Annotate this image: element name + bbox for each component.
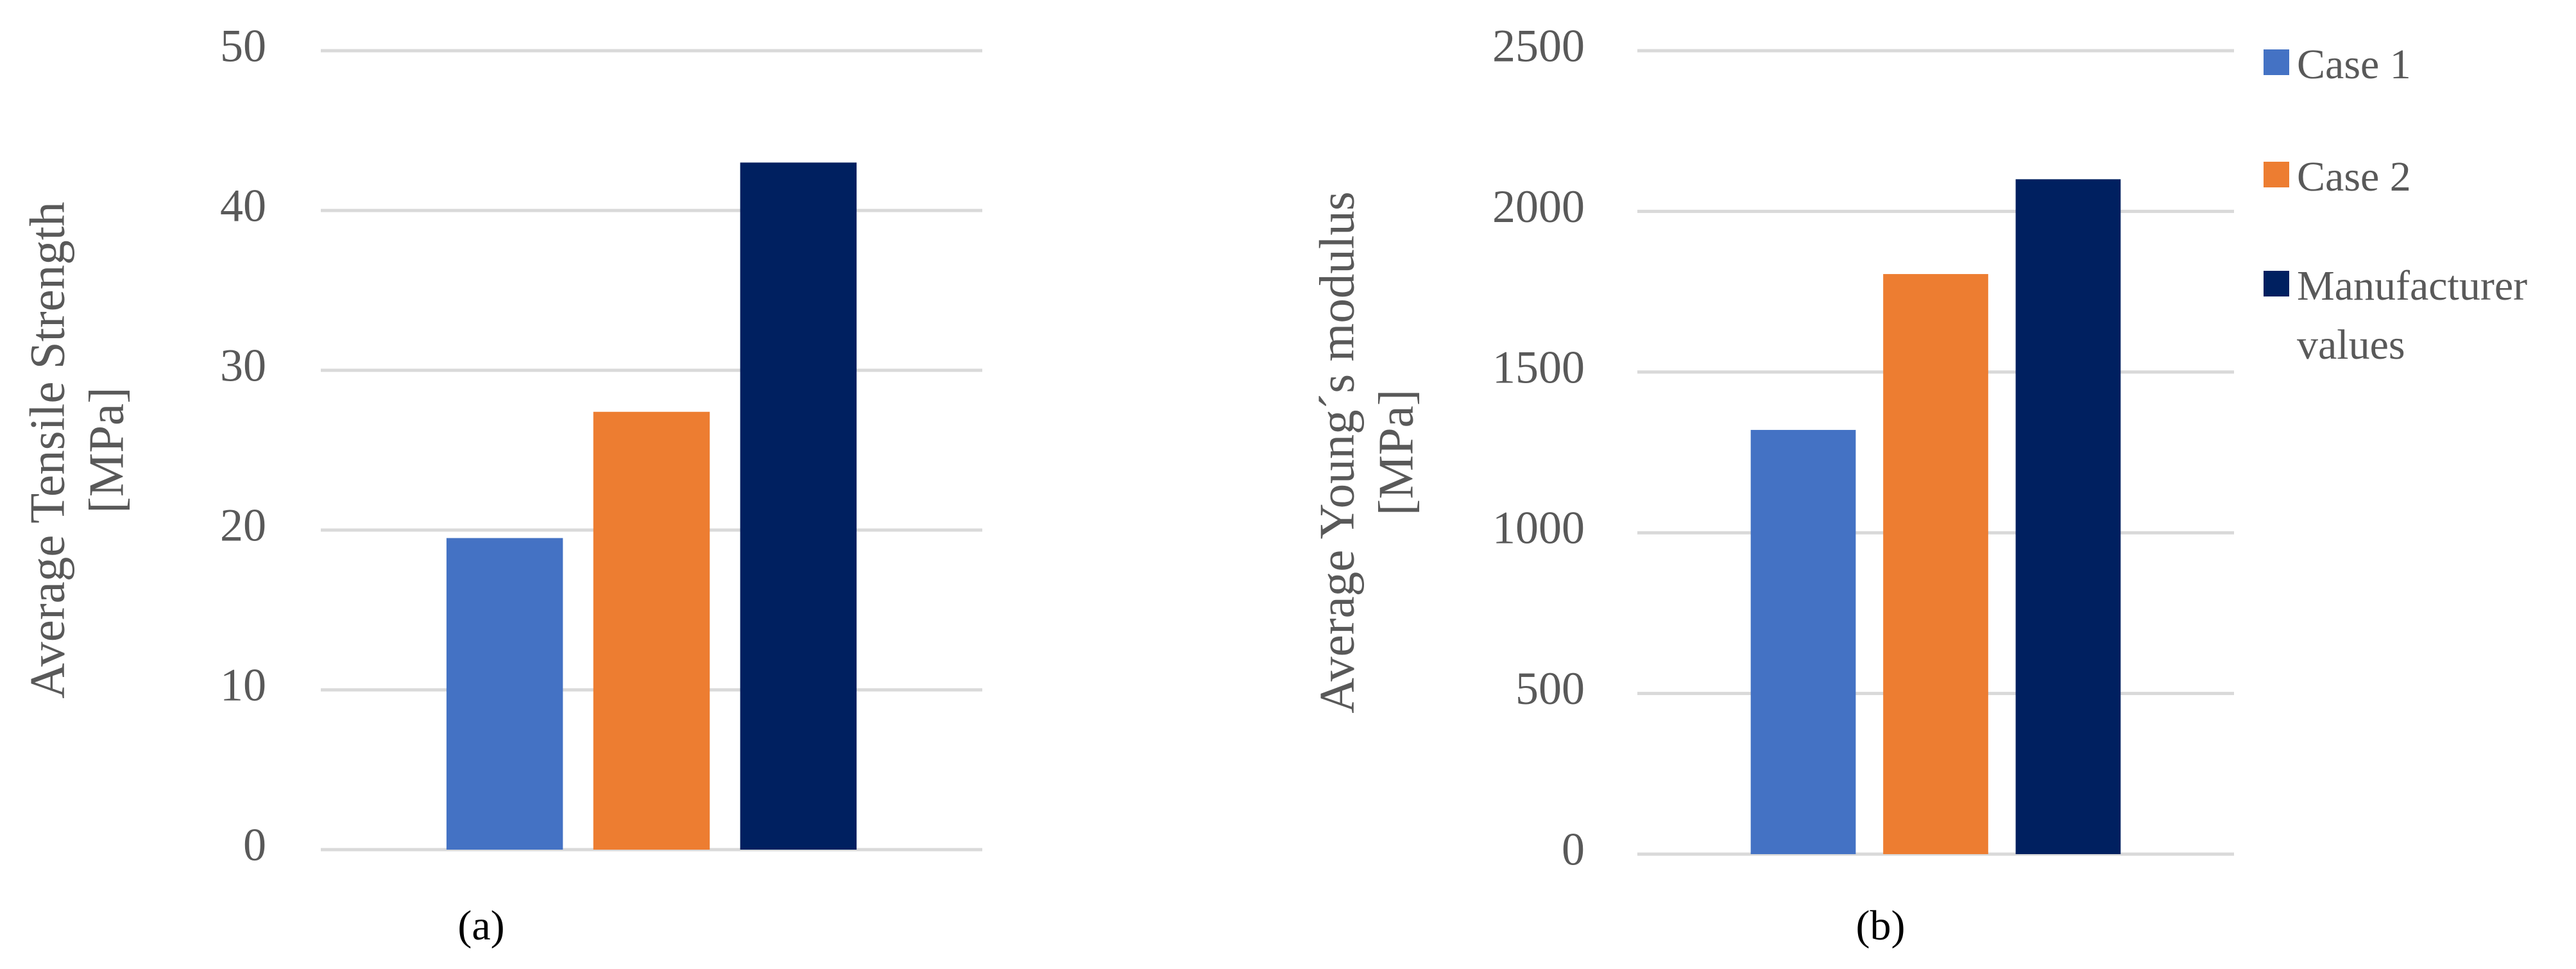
y-tick-label: 2000 (1492, 181, 1585, 232)
y-axis-title: Average Tensile Strength (20, 202, 75, 698)
y-tick-label: 30 (220, 340, 266, 391)
legend-label: Case 2 (2297, 153, 2411, 200)
y-tick-label: 50 (220, 21, 266, 72)
legend-label: Manufacturer values (2297, 262, 2528, 368)
bar (740, 162, 857, 850)
y-tick-label: 0 (243, 819, 266, 871)
bar (446, 538, 563, 850)
legend-label: Case 1 (2297, 41, 2411, 88)
y-tick-label: 2500 (1492, 21, 1585, 72)
caption: (a) (457, 902, 504, 949)
y-tick-label: 500 (1515, 663, 1585, 714)
legend-swatch (2264, 49, 2289, 75)
y-axis-title: Average Young´s modulus (1309, 191, 1365, 713)
y-tick-label: 20 (220, 500, 266, 551)
y-axis-title: [MPa] (1369, 390, 1424, 516)
caption: (b) (1856, 902, 1906, 949)
y-axis-title: [MPa] (79, 387, 134, 513)
y-tick-label: 1000 (1492, 502, 1585, 554)
bar (1883, 274, 1988, 854)
bar (593, 411, 710, 850)
y-tick-label: 10 (220, 660, 266, 711)
y-tick-label: 40 (220, 180, 266, 232)
bar (2015, 179, 2121, 854)
legend-swatch (2264, 162, 2289, 187)
y-tick-label: 1500 (1492, 341, 1585, 393)
legend-swatch (2264, 271, 2289, 296)
y-tick-label: 0 (1562, 824, 1585, 875)
bar (1750, 429, 1856, 854)
